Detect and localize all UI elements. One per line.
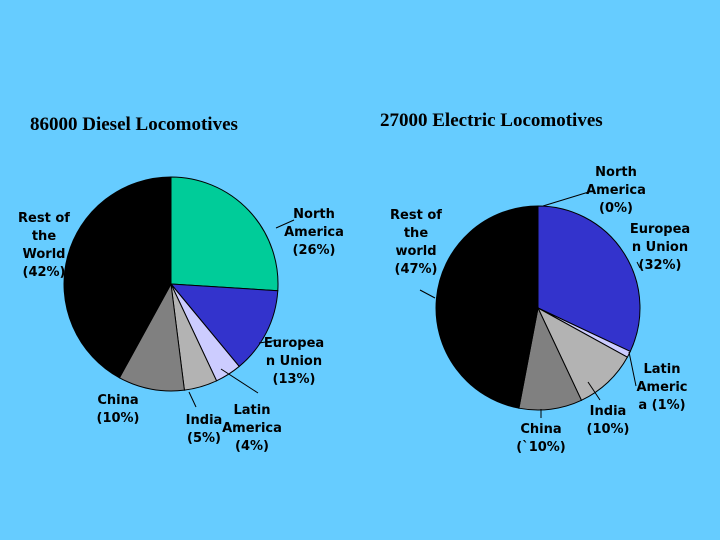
leader-line [258, 339, 280, 344]
leader-line [220, 368, 259, 394]
pie-slice [170, 176, 279, 292]
slice-label: India (5%) [186, 413, 223, 446]
slice-label: India (10%) [587, 404, 630, 437]
slice-label: China (`10%) [516, 422, 566, 455]
slice-label: North America (0%) [586, 165, 646, 216]
leader-line [542, 190, 593, 207]
pie-slice [63, 176, 172, 379]
leader-line [419, 289, 436, 299]
pie-slice [537, 205, 641, 353]
leader-line [188, 391, 197, 408]
slice-label: Rest of the world (47%) [390, 208, 442, 277]
leader-line [628, 351, 637, 387]
slice-label: Latin Americ a (1%) [637, 362, 688, 413]
pie-slice [435, 205, 539, 409]
slice-label: China (10%) [97, 393, 140, 426]
leader-line [275, 219, 295, 229]
leader-line [587, 381, 601, 401]
leader-line [636, 261, 641, 269]
electric-chart-title: 27000 Electric Locomotives [380, 110, 603, 131]
diesel-chart-title: 86000 Diesel Locomotives [30, 114, 238, 135]
slice-label: Rest of the World (42%) [18, 211, 70, 280]
pie-slice [169, 283, 279, 368]
slice-label: North America (26%) [284, 207, 344, 258]
slice-label: Europea n Union (13%) [264, 336, 324, 387]
slice-label: Latin America (4%) [222, 403, 282, 454]
slice-label: Europea n Union (32%) [630, 222, 690, 273]
